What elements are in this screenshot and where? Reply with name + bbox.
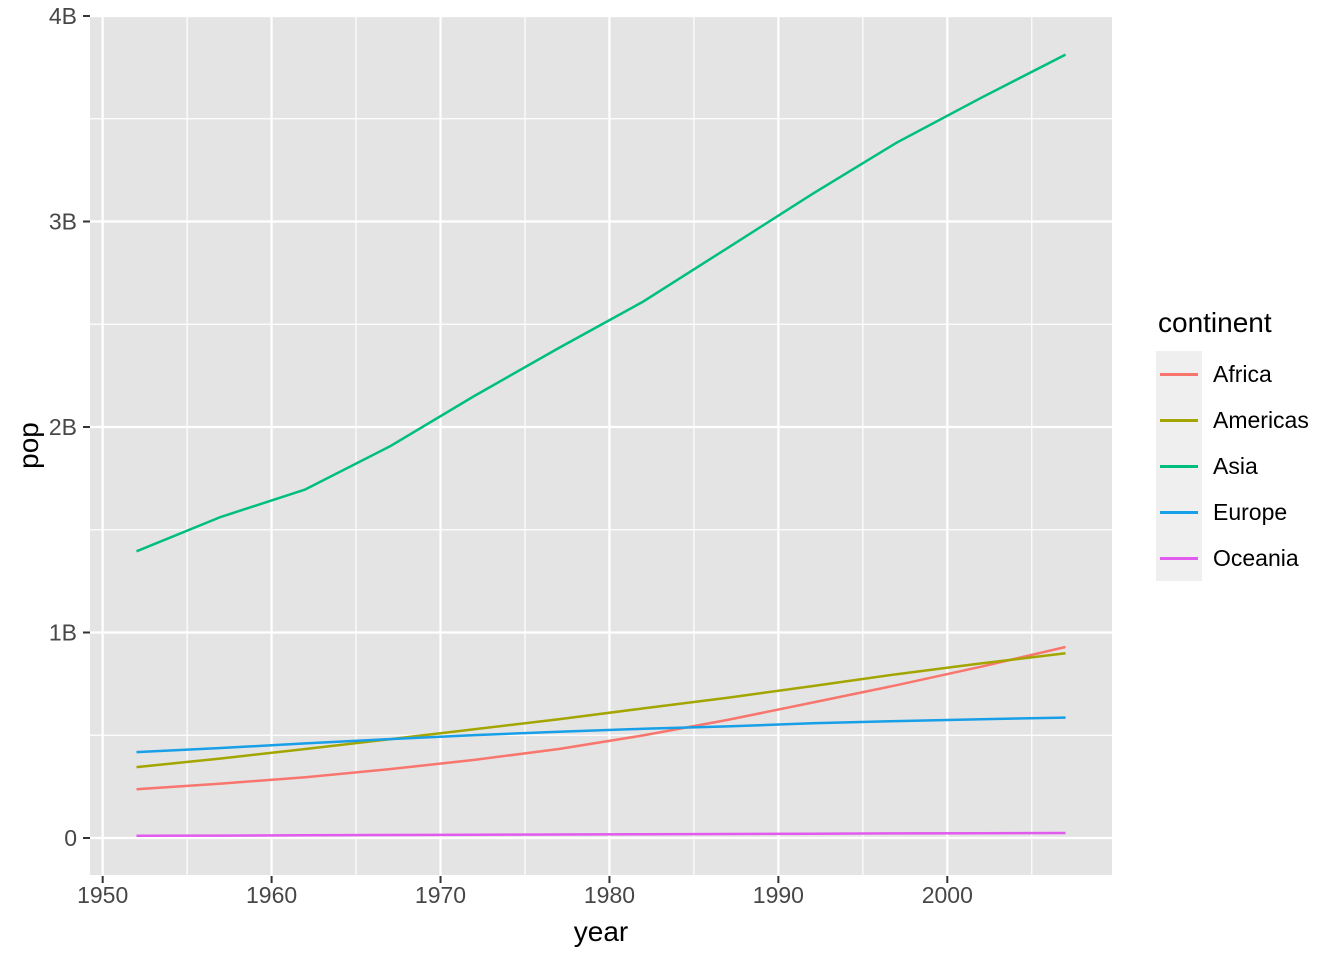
legend-title: continent bbox=[1158, 307, 1272, 338]
legend-item: Oceania bbox=[1156, 535, 1344, 581]
svg-text:1950: 1950 bbox=[77, 882, 128, 908]
series-line-americas bbox=[136, 652, 1066, 769]
legend-item-label: Americas bbox=[1213, 406, 1309, 433]
legend-item-label: Europe bbox=[1213, 498, 1288, 525]
legend-key-swatch bbox=[1156, 535, 1202, 581]
svg-text:2B: 2B bbox=[49, 414, 77, 440]
svg-text:0: 0 bbox=[64, 825, 77, 851]
svg-text:2000: 2000 bbox=[922, 882, 973, 908]
y-axis-title: pop bbox=[13, 422, 44, 469]
legend-key-line-icon bbox=[1160, 556, 1198, 560]
legend-items: Africa Americas Asia Europe Oceania bbox=[1156, 351, 1344, 581]
legend-key-line-icon bbox=[1160, 464, 1198, 468]
legend-key-line-icon bbox=[1160, 510, 1198, 514]
series-line-europe bbox=[136, 716, 1066, 754]
legend-key-swatch bbox=[1156, 443, 1202, 489]
legend-item-label: Asia bbox=[1213, 452, 1258, 479]
y-axis-tick-labels: 0 1B 2B 3B 4B bbox=[49, 3, 77, 851]
x-axis-title: year bbox=[574, 916, 628, 947]
legend-item: Asia bbox=[1156, 443, 1344, 489]
x-axis-tick-labels: 1950 1960 1970 1980 1990 2000 bbox=[77, 882, 973, 908]
legend-item: Americas bbox=[1156, 397, 1344, 443]
legend-item-label: Oceania bbox=[1213, 544, 1299, 571]
svg-text:1990: 1990 bbox=[753, 882, 804, 908]
svg-text:1970: 1970 bbox=[415, 882, 466, 908]
legend-item: Africa bbox=[1156, 351, 1344, 397]
svg-text:1B: 1B bbox=[49, 620, 77, 646]
legend-key-swatch bbox=[1156, 397, 1202, 443]
plot-panel bbox=[90, 16, 1112, 875]
svg-text:1960: 1960 bbox=[246, 882, 297, 908]
legend: continent Africa Americas Asia Europe Oceani… bbox=[1156, 308, 1344, 581]
series-line-oceania bbox=[136, 831, 1066, 838]
legend-key-line-icon bbox=[1160, 418, 1198, 422]
grid-major bbox=[90, 14, 1112, 875]
legend-key-swatch bbox=[1156, 351, 1202, 397]
axis-ticks bbox=[83, 15, 949, 883]
svg-text:4B: 4B bbox=[49, 3, 77, 29]
legend-key-swatch bbox=[1156, 489, 1202, 535]
legend-item: Europe bbox=[1156, 489, 1344, 535]
series-line-asia bbox=[136, 53, 1067, 553]
svg-text:3B: 3B bbox=[49, 209, 77, 235]
legend-item-label: Africa bbox=[1213, 360, 1272, 387]
legend-key-line-icon bbox=[1160, 372, 1198, 376]
svg-text:1980: 1980 bbox=[584, 882, 635, 908]
series-line-africa bbox=[136, 645, 1066, 791]
